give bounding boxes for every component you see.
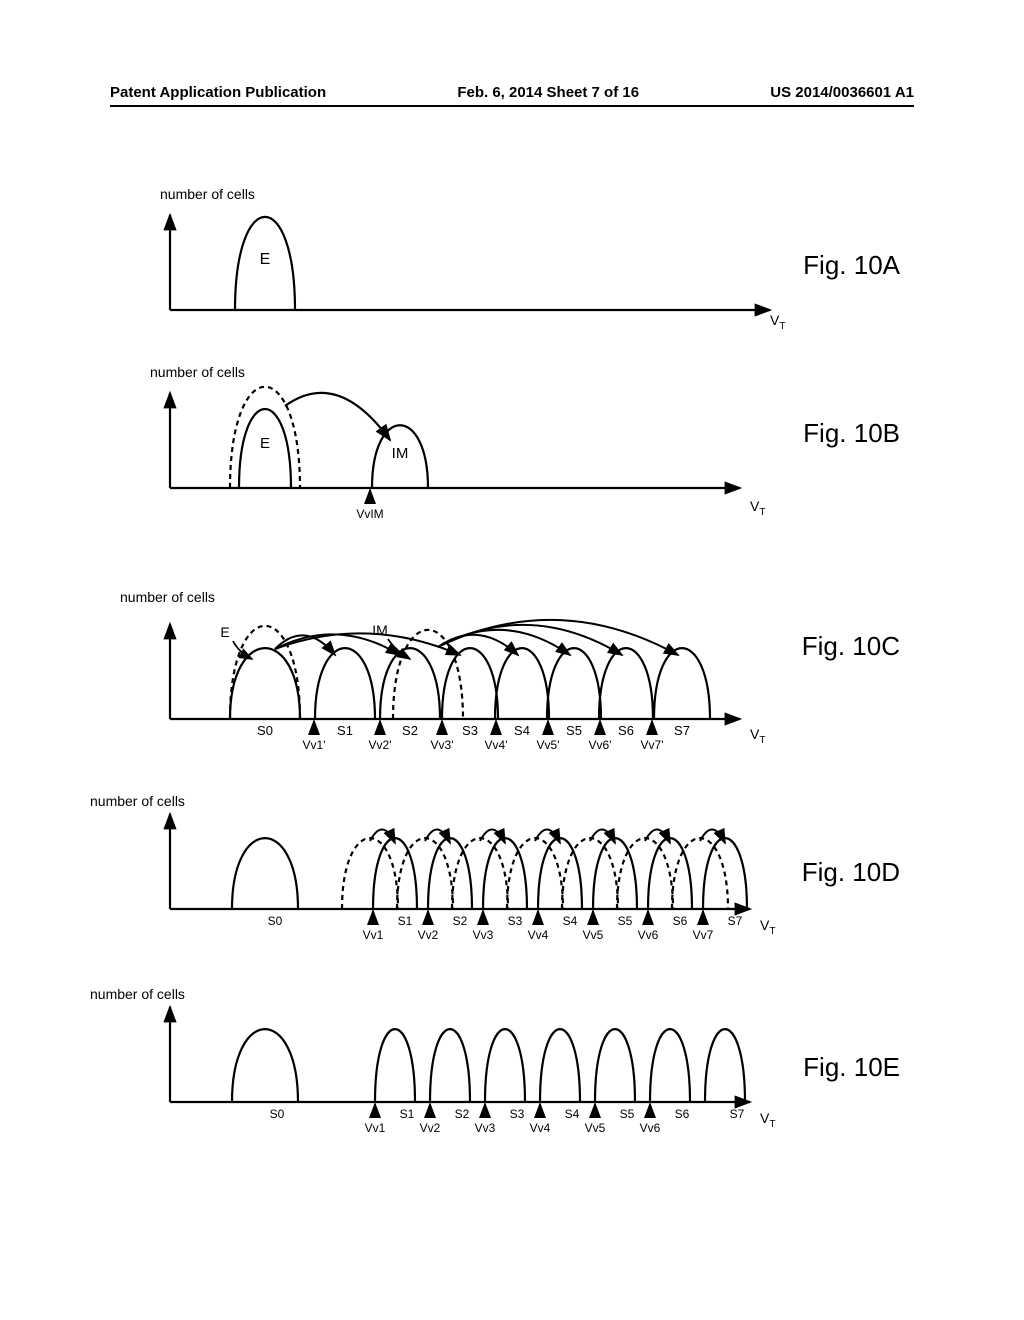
y-axis-label-10e: number of cells (90, 986, 185, 1002)
svg-text:S3: S3 (510, 1107, 525, 1121)
svg-text:Vv1: Vv1 (363, 928, 384, 942)
svg-text:S5: S5 (618, 914, 633, 928)
fig-10c: number of cells S0S1S2S3S4S5S6S7EIMVv1'V… (120, 571, 900, 771)
vt-label-10d: VT (760, 917, 775, 937)
fig-10d-svg: S0 S1 S2 S3 S4 S5 S6 S7 Vv1 Vv2 Vv3 Vv4 Vv5 Vv6 Vv7 (120, 799, 800, 964)
fig-10c-svg: S0S1S2S3S4S5S6S7EIMVv1'Vv2'Vv3'Vv4'Vv5'V… (120, 571, 800, 776)
svg-text:S6: S6 (673, 914, 688, 928)
svg-text:Vv4: Vv4 (530, 1121, 551, 1135)
page: Patent Application Publication Feb. 6, 2… (0, 0, 1024, 1320)
fig-10b-svg: E IM VvIM (120, 368, 800, 543)
svg-text:Vv5: Vv5 (583, 928, 604, 942)
svg-text:S0: S0 (270, 1107, 285, 1121)
svg-text:Vv5: Vv5 (585, 1121, 606, 1135)
svg-text:Vv3: Vv3 (473, 928, 494, 942)
fig-label-10a: Fig. 10A (803, 250, 900, 281)
svg-text:Vv7: Vv7 (693, 928, 714, 942)
fig-label-10e: Fig. 10E (803, 1052, 900, 1083)
fig-10e: number of cells S0S1S2S3S4S5S6S7Vv1Vv2Vv… (120, 992, 900, 1157)
svg-text:S5: S5 (566, 723, 582, 738)
y-axis-label-10a: number of cells (160, 186, 255, 202)
svg-text:Vv2: Vv2 (420, 1121, 441, 1135)
y-axis-label-10b: number of cells (150, 364, 245, 380)
svg-text:Vv1': Vv1' (303, 738, 326, 752)
svg-text:S4: S4 (563, 914, 578, 928)
fig-10a: number of cells E Fig. 10A VT (120, 190, 900, 340)
header-center: Feb. 6, 2014 Sheet 7 of 16 (457, 84, 639, 101)
svg-text:S4: S4 (514, 723, 530, 738)
svg-text:Vv4: Vv4 (528, 928, 549, 942)
svg-text:S2: S2 (453, 914, 468, 928)
svg-text:E: E (260, 435, 270, 452)
svg-text:S0: S0 (268, 914, 283, 928)
svg-text:S6: S6 (675, 1107, 690, 1121)
header-right: US 2014/0036601 A1 (770, 84, 914, 101)
svg-text:S2: S2 (402, 723, 418, 738)
svg-text:S1: S1 (398, 914, 413, 928)
svg-text:S3: S3 (508, 914, 523, 928)
fig-10d: number of cells S0S1S2S3S4S5S6S7Vv1Vv2Vv… (120, 799, 900, 964)
svg-text:Vv2: Vv2 (418, 928, 439, 942)
svg-text:Vv6: Vv6 (640, 1121, 661, 1135)
svg-text:Vv2': Vv2' (369, 738, 392, 752)
svg-text:IM: IM (392, 445, 409, 462)
fig-label-10b: Fig. 10B (803, 418, 900, 449)
vt-label-10b: VT (750, 498, 765, 518)
fig-label-10d: Fig. 10D (802, 857, 900, 888)
svg-text:Vv6: Vv6 (638, 928, 659, 942)
svg-text:S7: S7 (730, 1107, 745, 1121)
fig-10a-svg: E (120, 190, 800, 340)
svg-text:S6: S6 (618, 723, 634, 738)
vt-label-10a: VT (770, 312, 785, 332)
y-axis-label-10c: number of cells (120, 589, 215, 605)
svg-text:Vv4': Vv4' (485, 738, 508, 752)
svg-text:S0: S0 (257, 723, 273, 738)
vt-label-10e: VT (760, 1110, 775, 1130)
fig-10b: number of cells EIMVvIM Fig. 10B VT (120, 368, 900, 543)
fig-label-10c: Fig. 10C (802, 631, 900, 662)
svg-text:S5: S5 (620, 1107, 635, 1121)
svg-text:S3: S3 (462, 723, 478, 738)
vt-label-10c: VT (750, 726, 765, 746)
svg-text:S7: S7 (728, 914, 743, 928)
page-header: Patent Application Publication Feb. 6, 2… (110, 84, 914, 107)
figure-area: number of cells E Fig. 10A VT number of … (120, 190, 900, 1185)
svg-text:E: E (260, 251, 271, 268)
svg-text:Vv6': Vv6' (589, 738, 612, 752)
svg-text:Vv3': Vv3' (431, 738, 454, 752)
svg-text:Vv7': Vv7' (641, 738, 664, 752)
svg-text:S4: S4 (565, 1107, 580, 1121)
y-axis-label-10d: number of cells (90, 793, 185, 809)
svg-text:VvIM: VvIM (356, 507, 383, 521)
svg-text:Vv5': Vv5' (537, 738, 560, 752)
svg-text:Vv1: Vv1 (365, 1121, 386, 1135)
svg-text:S7: S7 (674, 723, 690, 738)
header-left: Patent Application Publication (110, 84, 326, 101)
fig-10e-svg: S0 S1 S2 S3 S4 S5 S6 S7 Vv1 Vv2 Vv3 Vv4 Vv5 Vv6 (120, 992, 800, 1157)
svg-text:S2: S2 (455, 1107, 470, 1121)
svg-text:Vv3: Vv3 (475, 1121, 496, 1135)
svg-text:E: E (220, 624, 229, 640)
svg-text:S1: S1 (400, 1107, 415, 1121)
svg-text:S1: S1 (337, 723, 353, 738)
